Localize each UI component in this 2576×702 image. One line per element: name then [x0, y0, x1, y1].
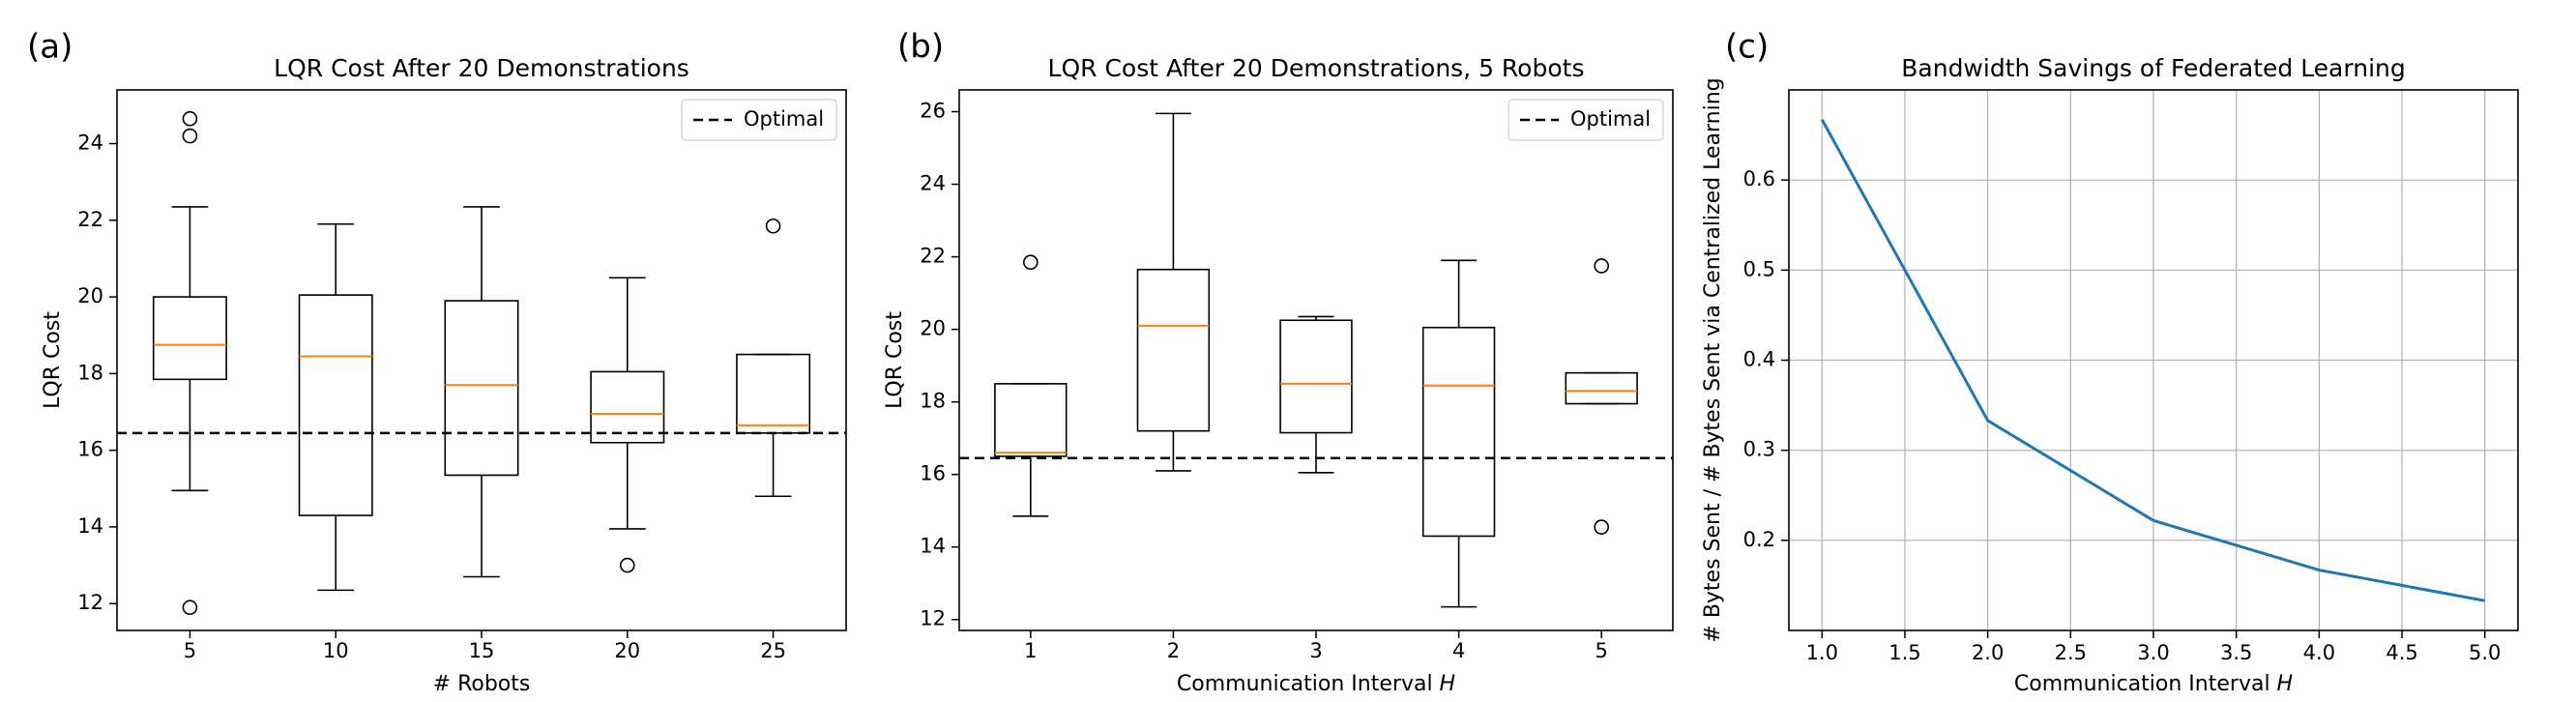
y-tick-label: 24 [920, 172, 946, 195]
y-tick-label: 0.6 [1743, 167, 1775, 190]
y-axis-label: # Bytes Sent / # Bytes Sent via Centrali… [1701, 77, 1725, 642]
outlier-point [1023, 254, 1039, 271]
y-tick-label: 20 [920, 317, 946, 340]
x-tick-label: 3.0 [2137, 641, 2169, 664]
box-5 [1565, 258, 1638, 535]
box-10 [298, 222, 373, 592]
box-15 [444, 206, 519, 578]
x-tick-label: 2 [1167, 639, 1180, 662]
outlier-point [1594, 519, 1609, 535]
x-tick-label: 3.5 [2220, 641, 2252, 664]
y-tick-label: 24 [77, 132, 103, 155]
outlier-point [619, 557, 635, 573]
axes-frame [116, 89, 847, 631]
box-body [590, 370, 665, 444]
y-tick-label: 12 [920, 607, 946, 630]
panel-label-b: (b) [897, 28, 944, 67]
x-tick-label: 5.0 [2469, 641, 2501, 664]
x-tick-label: 4.5 [2386, 641, 2417, 664]
panel-label-c: (c) [1725, 28, 1769, 67]
panel-label-a: (a) [27, 28, 73, 67]
box-4 [1421, 259, 1496, 608]
box-body [1279, 319, 1353, 434]
x-tick-label: 1 [1024, 639, 1037, 662]
x-tick-label: 3 [1309, 639, 1322, 662]
x-tick-label: 5 [1595, 639, 1608, 662]
box-body [152, 296, 227, 381]
box-body [298, 294, 373, 516]
outlier-point [182, 600, 198, 616]
outlier-point [182, 128, 198, 144]
axes-frame [1788, 89, 2519, 631]
box-1 [994, 254, 1068, 517]
box-3 [1279, 315, 1353, 474]
box-body [1421, 326, 1496, 538]
y-tick-label: 18 [77, 361, 103, 384]
y-tick-label: 0.2 [1743, 528, 1775, 551]
x-axis-label: Communication Interval H [1177, 672, 1455, 696]
x-tick-label: 1.0 [1806, 641, 1838, 664]
box-body [444, 300, 519, 477]
box-body [736, 353, 811, 434]
x-tick-label: 4.0 [2303, 641, 2335, 664]
box-body [994, 383, 1068, 457]
y-tick-label: 0.3 [1743, 438, 1775, 461]
x-axis-label: # Robots [433, 672, 531, 696]
x-tick-label: 2.5 [2055, 641, 2087, 664]
x-tick-label: 2.0 [1972, 641, 2004, 664]
chart-title: Bandwidth Savings of Federated Learning [1901, 54, 2405, 82]
y-tick-label: 22 [77, 208, 103, 231]
y-axis-label: LQR Cost [41, 311, 65, 409]
outlier-point [765, 218, 781, 234]
box-body [1136, 268, 1211, 432]
box-20 [590, 277, 665, 573]
y-tick-label: 0.5 [1743, 257, 1775, 280]
legend: Optimal [1508, 99, 1664, 141]
chart-title: LQR Cost After 20 Demonstrations [274, 54, 689, 82]
outlier-point [1594, 258, 1609, 274]
axes-frame [958, 89, 1674, 631]
y-tick-label: 16 [920, 462, 946, 485]
y-tick-label: 16 [77, 438, 103, 461]
x-tick-label: 10 [323, 639, 349, 662]
outlier-point [182, 110, 198, 127]
x-axis-label: Communication Interval H [2014, 672, 2293, 696]
legend-box [681, 99, 837, 141]
legend: Optimal [681, 99, 837, 141]
x-tick-label: 15 [469, 639, 495, 662]
legend-label: Optimal [744, 107, 824, 131]
y-tick-label: 26 [920, 100, 946, 123]
y-tick-label: 18 [920, 390, 946, 413]
y-tick-label: 0.4 [1743, 348, 1775, 371]
y-tick-label: 14 [920, 535, 946, 558]
x-tick-label: 25 [760, 639, 786, 662]
y-axis-label: LQR Cost [883, 311, 907, 409]
chart-b: LQR Cost After 20 Demonstrations, 5 Robo… [883, 54, 1674, 696]
box-25 [736, 218, 811, 498]
x-tick-label: 1.5 [1888, 641, 1920, 664]
x-tick-label: 20 [614, 639, 640, 662]
y-tick-label: 22 [920, 245, 946, 268]
box-5 [152, 110, 227, 616]
y-tick-label: 14 [77, 514, 103, 538]
y-tick-label: 20 [77, 284, 103, 307]
series-line [1820, 119, 2485, 602]
chart-title: LQR Cost After 20 Demonstrations, 5 Robo… [1048, 54, 1585, 82]
x-tick-label: 4 [1452, 639, 1465, 662]
y-tick-label: 12 [77, 591, 103, 614]
box-body [1565, 371, 1638, 405]
box-2 [1136, 112, 1211, 472]
chart-c: Bandwidth Savings of Federated Learning #… [1701, 54, 2519, 696]
chart-a: LQR Cost After 20 Demonstrations LQR Cost… [41, 54, 847, 696]
x-tick-label: 5 [184, 639, 196, 662]
legend-label: Optimal [1570, 107, 1651, 131]
legend-box [1508, 99, 1664, 141]
